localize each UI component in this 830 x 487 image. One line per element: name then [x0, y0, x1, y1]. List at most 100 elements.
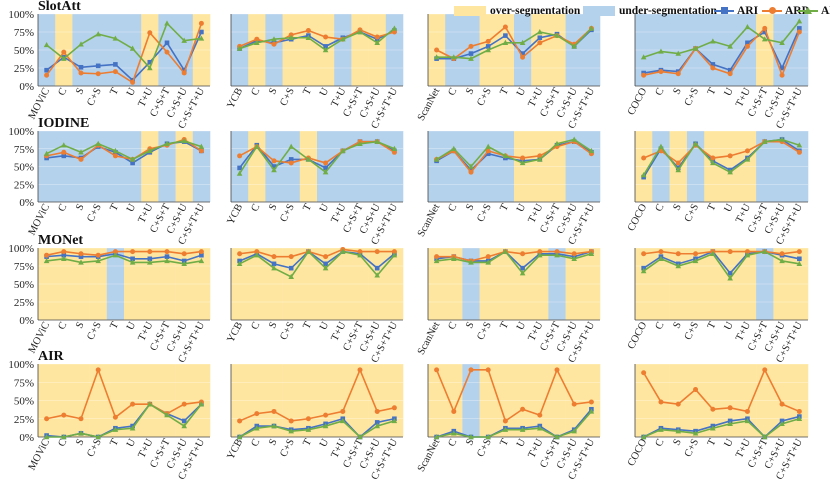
x-tick-label: T	[706, 320, 719, 331]
x-tick-label: T	[498, 86, 511, 97]
ari-point	[199, 252, 204, 258]
ari-point	[762, 29, 768, 35]
arp-point	[641, 251, 647, 257]
arr-point	[519, 426, 526, 432]
x-tick-label: U	[125, 86, 138, 98]
arr-point	[322, 169, 329, 175]
legend-over-swatch	[454, 6, 486, 16]
arr-point	[61, 255, 67, 261]
arr-point	[761, 434, 768, 440]
x-tick-label: COCO	[626, 202, 650, 233]
arr-point	[340, 417, 346, 424]
arp-point	[323, 412, 329, 418]
legend-arr-line	[798, 7, 818, 14]
arr-point	[554, 32, 560, 38]
arr-point	[485, 259, 491, 265]
arp-point	[520, 406, 526, 412]
series-line-arp	[46, 367, 202, 420]
arp-point	[537, 249, 543, 255]
series-line-arp	[643, 250, 800, 255]
arr-point	[554, 252, 560, 258]
arp-point	[323, 254, 329, 260]
series-line-arr	[46, 21, 202, 70]
arp-point	[675, 251, 681, 257]
arr-point	[181, 137, 187, 144]
arp-point	[710, 155, 716, 161]
arr-point	[744, 417, 751, 424]
x-tick-label: T	[498, 437, 511, 448]
series-line-arr	[643, 20, 800, 58]
x-tick-label: U	[723, 320, 736, 332]
ari-point	[113, 62, 118, 67]
panel-monet-movic: MOViC C SC+S T UT+UC+S+TC+S+UC+S+T+U	[27, 247, 211, 365]
series-line-ari	[239, 250, 395, 270]
arr-point	[147, 401, 153, 407]
arr-point	[129, 425, 136, 431]
arp-point	[693, 251, 699, 257]
panel-slotatt-ycb: YCB C SC+S T UT+UC+S+TC+S+UC+S+T+U	[225, 13, 404, 131]
ari-point	[745, 40, 750, 46]
arr-point	[305, 34, 312, 40]
arr-point	[164, 257, 170, 264]
x-tick-label: S	[464, 86, 477, 96]
arp-point	[271, 254, 277, 260]
arr-point	[675, 428, 682, 434]
x-tick-label: C+S	[475, 437, 494, 459]
arp-point	[271, 158, 277, 164]
arp-point	[520, 155, 526, 161]
arr-point	[288, 428, 294, 434]
arr-point	[236, 434, 243, 440]
arr-point	[391, 145, 398, 151]
x-tick-label: T	[108, 86, 121, 97]
x-tick-label: T	[301, 320, 314, 331]
arp-point	[571, 401, 577, 407]
panel-monet-coco: COCO C SC+S T UT+UC+S+TC+S+UC+S+T+U	[626, 247, 809, 365]
arp-point	[537, 40, 543, 46]
x-tick-label: S	[74, 202, 87, 212]
arp-point	[588, 399, 594, 405]
arr-point	[374, 272, 380, 278]
arr-point	[391, 417, 398, 424]
arr-point	[95, 257, 101, 264]
arr-point	[519, 39, 526, 45]
x-tick-label: C+S	[683, 202, 702, 224]
series-line-arp	[239, 248, 395, 258]
arr-point	[374, 138, 380, 144]
series-line-arp	[46, 250, 202, 257]
arp-point	[762, 25, 768, 31]
x-tick-label: C+S	[85, 202, 104, 224]
arp-point	[434, 47, 440, 53]
arr-point	[322, 265, 329, 271]
arr-point	[305, 156, 312, 162]
arr-point	[254, 252, 260, 258]
arr-point	[322, 423, 329, 429]
x-tick-label: C	[249, 202, 262, 213]
series-line-arr	[46, 403, 203, 438]
x-tick-label: S	[74, 437, 87, 447]
arp-point	[675, 160, 681, 166]
arp-point	[357, 249, 363, 255]
arr-point	[198, 35, 205, 41]
arr-point	[391, 25, 398, 31]
arp-point	[391, 249, 397, 255]
arr-point	[164, 140, 170, 146]
legend-over-label: over-segmentation	[490, 5, 581, 17]
series-line-arr	[46, 254, 202, 265]
arr-point	[147, 259, 153, 265]
arp-point	[693, 387, 699, 393]
x-tick-label: T	[108, 202, 121, 213]
arr-point	[271, 167, 277, 173]
x-tick-label: C	[654, 202, 667, 213]
arp-point	[391, 405, 397, 411]
arr-point	[658, 48, 664, 54]
arr-point	[640, 434, 647, 440]
panel-slotatt-movic: MOViC C SC+S T UT+UC+S+TC+S+UC+S+T+U	[27, 13, 211, 131]
x-tick-label: S	[267, 86, 280, 96]
arp-point	[112, 69, 118, 75]
x-tick-label: T	[498, 202, 511, 213]
arr-point	[236, 260, 243, 267]
arp-point	[744, 249, 750, 255]
arp-point	[254, 36, 260, 42]
legend-arr: ARR	[798, 4, 830, 18]
